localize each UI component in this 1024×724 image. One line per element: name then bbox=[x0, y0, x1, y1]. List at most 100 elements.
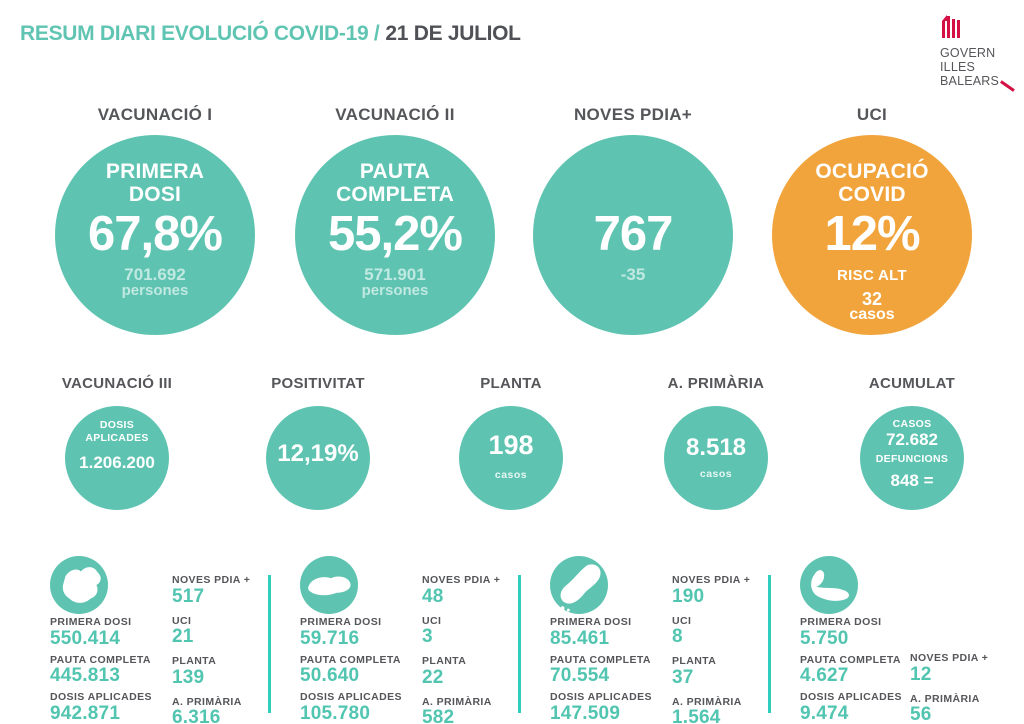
panel-header: PLANTA bbox=[480, 375, 542, 392]
stat-label: PLANTA bbox=[172, 655, 217, 668]
section-eivissa: PRIMERA DOSI 85.461 PAUTA COMPLETA 70.554 … bbox=[548, 552, 778, 724]
section-divider bbox=[518, 575, 521, 713]
cases-label: casos bbox=[494, 469, 528, 481]
eivissa-pauta-completa: 70.554 bbox=[550, 665, 610, 687]
accumulated-cases-count: 72.682 bbox=[886, 430, 938, 450]
vacunacio-3-circle: DOSIS APLICADES 1.206.200 bbox=[65, 406, 169, 510]
formentera-primaria: 56 bbox=[910, 704, 932, 724]
stat-label: A. PRIMÀRIA bbox=[672, 695, 742, 708]
cases-label: casos bbox=[849, 306, 895, 324]
eivissa-island-icon bbox=[550, 556, 608, 614]
formentera-vaccination-stats: PRIMERA DOSI 5.750 PAUTA COMPLETA 4.627 DO… bbox=[800, 616, 902, 724]
menorca-primera-dosi: 59.716 bbox=[300, 627, 360, 649]
stat-label: UCI bbox=[672, 614, 692, 627]
panel-vacunacio-2: VACUNACIÓ II PAUTA COMPLETA 55,2% 571.90… bbox=[295, 105, 495, 335]
eivissa-vaccination-stats: PRIMERA DOSI 85.461 PAUTA COMPLETA 70.554 … bbox=[550, 616, 652, 724]
mallorca-planta: 139 bbox=[172, 666, 205, 688]
mallorca-uci: 21 bbox=[172, 626, 194, 648]
logo-slash-icon bbox=[1000, 80, 1015, 92]
menorca-pauta-completa: 50.640 bbox=[300, 665, 360, 687]
stat-label: PAUTA COMPLETA bbox=[50, 653, 151, 666]
deaths-label: DEFUNCIONS bbox=[875, 452, 949, 465]
eivissa-noves-pdia: 190 bbox=[672, 585, 705, 607]
stat-label: A. PRIMÀRIA bbox=[422, 695, 492, 708]
formentera-noves-pdia: 12 bbox=[910, 663, 932, 685]
stat-label: NOVES PDIA + bbox=[172, 574, 251, 586]
noves-pdia-circle: 767 -35 bbox=[533, 135, 733, 335]
panel-header: ACUMULAT bbox=[868, 375, 956, 392]
panel-noves-pdia: NOVES PDIA+ 767 -35 bbox=[533, 105, 733, 335]
primera-dosi-persons: 701.692 bbox=[124, 265, 186, 284]
mallorca-primaria: 6.316 bbox=[172, 707, 221, 724]
menorca-island-icon bbox=[300, 556, 358, 614]
pauta-completa-persons: 571.901 bbox=[364, 265, 426, 284]
panel-vacunacio-3: VACUNACIÓ III DOSIS APLICADES 1.206.200 bbox=[37, 375, 197, 510]
stat-label: NOVES PDIA + bbox=[910, 652, 989, 664]
menorca-planta: 22 bbox=[422, 666, 444, 688]
stat-label: PAUTA COMPLETA bbox=[550, 653, 651, 666]
formentera-primera-dosi: 5.750 bbox=[800, 627, 849, 649]
stat-label: NOVES PDIA + bbox=[672, 574, 751, 586]
noves-pdia-change: -35 bbox=[620, 265, 646, 284]
stat-label: PLANTA bbox=[422, 655, 467, 668]
menorca-noves-pdia: 48 bbox=[422, 585, 444, 607]
panel-header: VACUNACIÓ III bbox=[61, 375, 173, 392]
panel-header: VACUNACIÓ II bbox=[335, 105, 455, 124]
stat-label: UCI bbox=[422, 614, 442, 627]
menorca-vaccination-stats: PRIMERA DOSI 59.716 PAUTA COMPLETA 50.640 … bbox=[300, 616, 402, 724]
positivitat-circle: 12,19% bbox=[266, 406, 370, 510]
acumulat-circle: CASOS 72.682 DEFUNCIONS 848 = bbox=[860, 406, 964, 510]
stat-label: A. PRIMÀRIA bbox=[172, 695, 242, 708]
stat-label: PRIMERA DOSI bbox=[550, 616, 632, 628]
menorca-dosis-aplicades: 105.780 bbox=[300, 702, 371, 724]
panel-header: VACUNACIÓ I bbox=[97, 105, 213, 124]
menorca-uci: 3 bbox=[422, 626, 433, 648]
stat-label: DOSIS APLICADES bbox=[300, 691, 402, 704]
stat-label: PRIMERA DOSI bbox=[300, 616, 382, 628]
uci-cases-count: 32 bbox=[861, 289, 883, 309]
doses-applied-count: 1.206.200 bbox=[79, 453, 155, 473]
logo-line-3: BALEARS bbox=[940, 74, 1020, 92]
stat-label: DOSIS APLICADES bbox=[50, 691, 152, 704]
stat-label: DOSIS APLICADES bbox=[550, 691, 652, 704]
circle-label: PRIMERA DOSI bbox=[105, 160, 205, 206]
uci-circle: OCUPACIÓ COVID 12% RISC ALT 32 casos bbox=[772, 135, 972, 335]
panel-uci: UCI OCUPACIÓ COVID 12% RISC ALT 32 casos bbox=[772, 105, 972, 335]
page-title-main: RESUM DIARI EVOLUCIÓ COVID-19 / bbox=[20, 22, 380, 45]
stat-label: PLANTA bbox=[672, 655, 717, 668]
stat-label: UCI bbox=[172, 614, 192, 627]
uci-occupation-percentage: 12% bbox=[824, 207, 920, 261]
mallorca-pauta-completa: 445.813 bbox=[50, 665, 121, 687]
a-primaria-circle: 8.518 casos bbox=[664, 406, 768, 510]
section-menorca: PRIMERA DOSI 59.716 PAUTA COMPLETA 50.640 … bbox=[298, 552, 528, 724]
formentera-dosis-aplicades: 9.474 bbox=[800, 702, 849, 724]
formentera-case-stats: NOVES PDIA +12 A. PRIMÀRIA 56 bbox=[910, 652, 988, 724]
panel-vacunacio-1: VACUNACIÓ I PRIMERA DOSI 67,8% 701.692 p… bbox=[55, 105, 255, 335]
panel-header: NOVES PDIA+ bbox=[573, 105, 693, 124]
panel-positivitat: POSITIVITAT 12,19% bbox=[238, 375, 398, 510]
accumulated-cases-label: CASOS bbox=[892, 418, 932, 430]
logo-line-1: GOVERN bbox=[940, 46, 996, 60]
govern-illes-balears-logo: GOVERN ILLES BALEARS bbox=[940, 14, 1020, 92]
page-title: RESUM DIARI EVOLUCIÓ COVID-19 /21 DE JUL… bbox=[20, 22, 521, 46]
panel-header: POSITIVITAT bbox=[271, 375, 365, 392]
primera-dosi-percentage: 67,8% bbox=[88, 207, 223, 261]
persons-label: persones bbox=[361, 282, 429, 299]
mallorca-island-icon bbox=[50, 556, 108, 614]
stat-label: NOVES PDIA + bbox=[422, 574, 501, 586]
stat-label: A. PRIMÀRIA bbox=[910, 692, 980, 705]
circle-label: OCUPACIÓ COVID bbox=[815, 160, 929, 206]
doses-label: DOSIS APLICADES bbox=[85, 419, 149, 445]
panel-a-primaria: A. PRIMÀRIA 8.518 casos bbox=[636, 375, 796, 510]
panel-planta: PLANTA 198 casos bbox=[431, 375, 591, 510]
mallorca-dosis-aplicades: 942.871 bbox=[50, 702, 121, 724]
circle-label: PAUTA COMPLETA bbox=[336, 160, 454, 206]
stat-label: PAUTA COMPLETA bbox=[300, 653, 401, 666]
menorca-primaria: 582 bbox=[422, 707, 455, 724]
panel-header: A. PRIMÀRIA bbox=[667, 375, 765, 392]
noves-pdia-count: 767 bbox=[593, 207, 674, 261]
section-mallorca: PRIMERA DOSI 550.414 PAUTA COMPLETA 445.81… bbox=[48, 552, 278, 724]
balearic-shield-icon bbox=[940, 14, 1020, 42]
circle-label-empty bbox=[533, 161, 733, 207]
section-divider bbox=[768, 575, 771, 713]
